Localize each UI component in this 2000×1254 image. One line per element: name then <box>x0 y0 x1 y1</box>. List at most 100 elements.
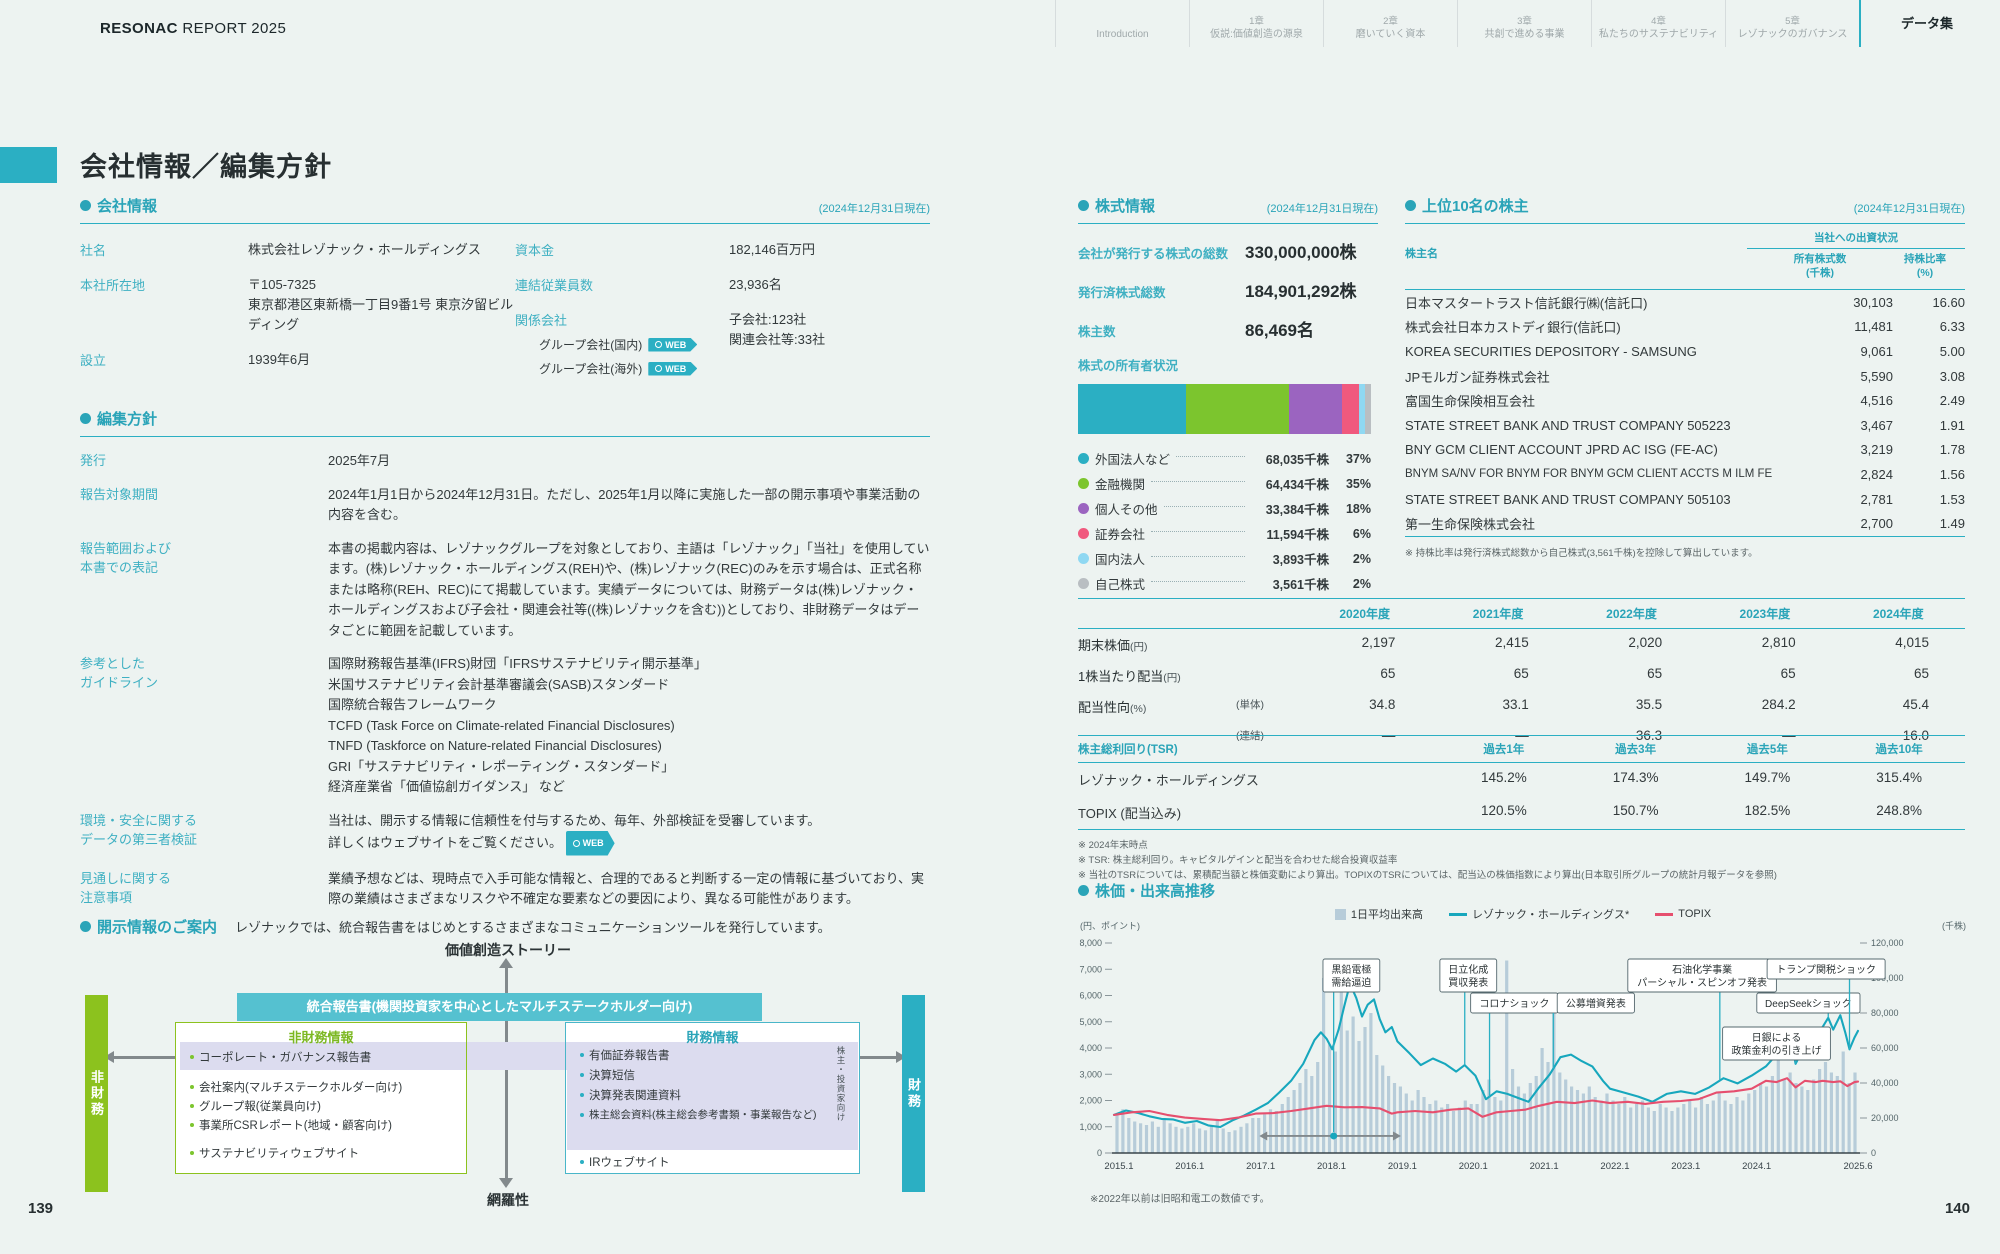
table-row: STATE STREET BANK AND TRUST COMPANY 5052… <box>1405 417 1965 433</box>
globe-icon <box>655 365 662 372</box>
svg-text:2025.6: 2025.6 <box>1843 1161 1872 1172</box>
table-row: 第一生命保険株式会社 2,700 1.49 <box>1405 516 1965 533</box>
svg-text:(円、ポイント): (円、ポイント) <box>1080 921 1140 931</box>
guidelines-value: 国際財務報告基準(IFRS)財団「IFRSサステナビリティ開示基準」 米国サステ… <box>328 656 707 794</box>
table-row: BNY GCM CLIENT ACCOUNT JPRD AC ISG (FE-A… <box>1405 442 1965 458</box>
table-row: 期末株価(円) 2,197 2,415 2,020 2,810 4,015 <box>1078 635 1929 653</box>
svg-text:(千株): (千株) <box>1942 920 1966 931</box>
legend-dot-icon <box>1078 553 1089 564</box>
ownership-heading: 株式の所有者状況 <box>1078 359 1179 373</box>
brand-bold: RESONAC <box>100 20 178 37</box>
ownership-stacked-bar <box>1078 384 1371 434</box>
axis-arrow-left-icon <box>104 1051 114 1063</box>
svg-text:トランプ関税ショック: トランプ関税ショック <box>1776 963 1876 976</box>
hq-value: 〒105-7325 東京都港区東新橋一丁目9番1号 東京汐留ビルディング <box>248 277 514 332</box>
shareholders-table-header: 株主名 当社への出資状況 所有株式数 (千株) 持株比率 (%) <box>1405 228 1965 290</box>
svg-text:80,000: 80,000 <box>1871 1008 1899 1018</box>
legend-dot-icon <box>1078 503 1089 514</box>
chart-legend: 1日平均出来高 レゾナック・ホールディングス* TOPIX <box>1078 906 1968 922</box>
svg-text:1,000: 1,000 <box>1079 1122 1102 1132</box>
svg-text:需給逼迫: 需給逼迫 <box>1331 976 1371 989</box>
tab-data-section[interactable]: データ集 <box>1859 0 1993 47</box>
shareholders-table: 日本マスタートラスト信託銀行㈱(信託口) 30,103 16.60 株式会社日本カス… <box>1405 290 1965 537</box>
capital-value: 182,146百万円 <box>729 242 815 257</box>
table-row: 富国生命保険相互会社 4,516 2.49 <box>1405 393 1965 410</box>
period-value: 2024年1月1日から2024年12月31日。ただし、2025年1月以降に実施し… <box>328 486 921 523</box>
axis-top-label: 価値創造ストーリー <box>445 942 571 958</box>
axis-bottom-label: 網羅性 <box>487 1192 529 1208</box>
svg-text:0: 0 <box>1871 1148 1876 1158</box>
section-bullet-icon <box>80 413 91 424</box>
svg-text:100,000: 100,000 <box>1871 973 1904 983</box>
disclosure-diagram: 価値創造ストーリー 網羅性 非財務 財務 統合報告書(機関投資家を中心としたマル… <box>80 940 930 1220</box>
non-financial-box-border <box>175 1022 467 1174</box>
group-column-header: 当社への出資状況 <box>1747 230 1965 249</box>
ownership-bar-segment <box>1341 384 1360 434</box>
table-row: BNYM SA/NV FOR BNYM FOR BNYM GCM CLIENT … <box>1405 466 1965 482</box>
legend-volume: 1日平均出来高 <box>1334 906 1423 922</box>
ownership-bar-segment <box>1288 384 1342 434</box>
chart-heading-row: 株価・出来高推移 <box>1078 880 1215 901</box>
svg-text:政策金利の引き上げ: 政策金利の引き上げ <box>1732 1044 1822 1057</box>
fiscal-table-header: 2020年度 2021年度 2022年度 2023年度 2024年度 <box>1078 598 1965 629</box>
chart-note: ※2022年以前は旧昭和電工の数値です。 <box>1090 1194 1270 1205</box>
tab-introduction[interactable]: Introduction <box>1055 0 1189 47</box>
tsr-notes: ※ 2024年末時点 ※ TSR: 株主総利回り。キャピタルゲインと配当を合わせ… <box>1078 840 1777 881</box>
tab-chapter-1[interactable]: 1章 仮説:価値創造の源泉 <box>1189 0 1323 47</box>
tab-chapter-4[interactable]: 4章 私たちのサステナビリティ <box>1591 0 1725 47</box>
page-number-right: 140 <box>1944 1200 1970 1217</box>
legend-dot-icon <box>1078 578 1089 589</box>
legend-dot-icon <box>1078 528 1089 539</box>
web-link-badge[interactable]: WEB <box>648 362 697 376</box>
svg-text:2016.1: 2016.1 <box>1175 1161 1204 1172</box>
founded-value: 1939年6月 <box>248 352 311 367</box>
svg-text:8,000: 8,000 <box>1079 938 1102 948</box>
svg-text:黒鉛電極: 黒鉛電極 <box>1331 963 1371 976</box>
edit-policy-heading: 編集方針 <box>97 411 158 428</box>
issued-shares-label: 発行済株式総数 <box>1078 286 1166 300</box>
legend-topix: TOPIX <box>1655 908 1711 920</box>
hq-label: 本社所在地 <box>80 278 146 293</box>
web-link-badge[interactable]: WEB <box>648 338 697 352</box>
svg-text:2020.1: 2020.1 <box>1459 1161 1488 1172</box>
svg-text:0: 0 <box>1097 1148 1102 1158</box>
employees-value: 23,936名 <box>729 277 782 292</box>
table-row: 1株当たり配当(円) 65 65 65 65 65 <box>1078 666 1929 684</box>
web-link-badge[interactable]: WEB <box>566 831 615 856</box>
financial-box-border <box>565 1022 860 1174</box>
svg-text:60,000: 60,000 <box>1871 1043 1899 1053</box>
legend-resonac: レゾナック・ホールディングス* <box>1449 906 1629 922</box>
publish-label: 発行 <box>80 453 107 468</box>
ownership-legend: 外国法人など 68,035千株 37% 金融機関 64,434千株 35% 個人その他 3… <box>1078 446 1371 596</box>
non-financial-box-title: 非財務情報 <box>288 1030 354 1045</box>
globe-icon <box>573 840 580 847</box>
non-financial-bar: 非財務 <box>85 995 108 1192</box>
section-bullet-icon <box>1405 200 1416 211</box>
company-name-value: 株式会社レゾナック・ホールディングス <box>248 242 481 257</box>
disclosure-heading-row: 開示情報のご案内 レゾナックでは、統合報告書をはじめとするさまざまなコミュニケー… <box>80 916 831 937</box>
authorized-shares-label: 会社が発行する株式の総数 <box>1078 247 1229 261</box>
tab-chapter-2[interactable]: 2章 磨いていく資本 <box>1323 0 1457 47</box>
svg-text:2019.1: 2019.1 <box>1388 1161 1417 1172</box>
integrated-report-banner: 統合報告書(機関投資家を中心としたマルチステークホルダー向け) <box>237 993 762 1021</box>
tab-chapter-5[interactable]: 5章 レゾナックのガバナンス <box>1725 0 1859 47</box>
svg-text:20,000: 20,000 <box>1871 1113 1899 1123</box>
authorized-shares-value: 330,000,000株 <box>1245 243 1357 262</box>
edit-policy-section: 編集方針 発行 2025年7月 報告対象期間 2024年1月1日から2024年12月… <box>80 408 930 923</box>
legend-row: 国内法人 3,893千株 2% <box>1078 546 1371 571</box>
svg-text:2023.1: 2023.1 <box>1671 1161 1700 1172</box>
svg-text:3,000: 3,000 <box>1079 1069 1102 1079</box>
outlook-label: 見通しに関する 注意事項 <box>80 870 172 905</box>
svg-text:2,000: 2,000 <box>1079 1096 1102 1106</box>
verification-label: 環境・安全に関する データの第三者検証 <box>80 812 198 847</box>
founded-label: 設立 <box>80 353 107 368</box>
title-accent-bar <box>0 147 57 183</box>
list-item: IRウェブサイト <box>580 1154 670 1170</box>
top-shareholders-heading: 上位10名の株主 <box>1422 198 1529 215</box>
legend-row: 外国法人など 68,035千株 37% <box>1078 446 1371 471</box>
section-bullet-icon <box>80 921 91 932</box>
tab-chapter-3[interactable]: 3章 共創で進める事業 <box>1457 0 1591 47</box>
list-item: 有価証券報告書 <box>580 1047 670 1063</box>
svg-text:2024.1: 2024.1 <box>1742 1161 1771 1172</box>
table-row: KOREA SECURITIES DEPOSITORY - SAMSUNG 9,0… <box>1405 343 1965 359</box>
